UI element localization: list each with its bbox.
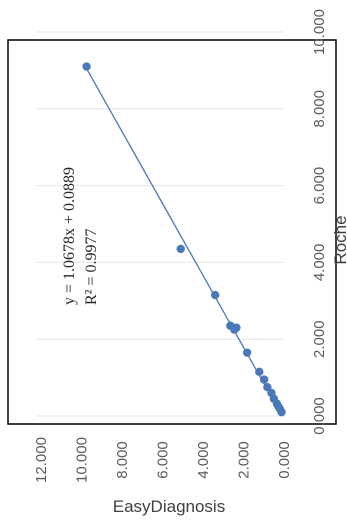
y-tick-label: 8.000 — [114, 441, 131, 479]
data-point — [242, 348, 252, 357]
data-point — [259, 375, 269, 384]
data-point — [263, 383, 272, 392]
x-tick-label: 10.000 — [311, 9, 328, 55]
data-point — [255, 367, 264, 377]
y-tick-label: 0.000 — [276, 441, 293, 479]
x-tick-label: 0.000 — [311, 397, 328, 435]
data-point — [226, 321, 235, 330]
data-point — [176, 244, 185, 254]
r-squared-label: R² = 0.9977 — [83, 229, 100, 306]
data-points — [82, 62, 286, 417]
y-tick-labels: 0.000 2.000 4.000 6.000 8.000 10.000 12.000 — [33, 437, 293, 483]
x-axis-title: Roche — [331, 215, 347, 264]
y-tick-label: 10.000 — [74, 437, 91, 483]
trendline — [84, 66, 283, 417]
y-tick-label: 6.000 — [155, 441, 172, 479]
data-point — [210, 290, 220, 300]
plot-grid — [36, 31, 284, 417]
x-tick-label: 4.000 — [311, 244, 328, 282]
data-point — [82, 62, 91, 71]
x-tick-label: 2.000 — [311, 320, 328, 358]
chart-frame — [7, 39, 337, 425]
x-tick-labels: 0.000 2.000 4.000 6.000 8.000 10.000 — [311, 9, 328, 435]
y-axis-title: EasyDiagnosis — [113, 497, 225, 516]
y-tick-label: 12.000 — [33, 437, 50, 483]
x-tick-label: 8.000 — [311, 90, 328, 128]
y-tick-label: 2.000 — [236, 441, 253, 479]
trendline-equation: y = 1.0678x + 0.0889 — [61, 167, 78, 305]
x-tick-label: 6.000 — [311, 167, 328, 205]
y-tick-label: 4.000 — [195, 441, 212, 479]
